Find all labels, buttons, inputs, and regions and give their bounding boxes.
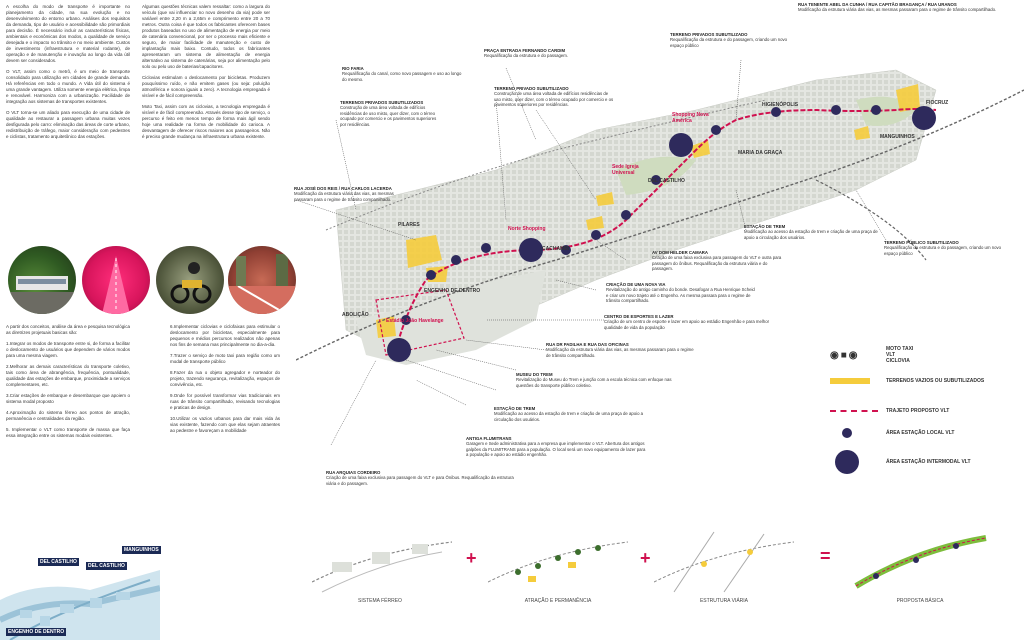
legend-label-ciclovia: CICLOVIA <box>886 358 910 364</box>
intro-paragraph-3: O VLT torna-se um aliado para execução d… <box>6 110 130 139</box>
legend-swatch-terrenos <box>830 378 870 384</box>
step-label-atracao: ATRAÇÃO E PERMANÊNCIA <box>524 598 592 604</box>
legend-label-local: ÁREA ESTAÇÃO LOCAL VLT <box>886 430 955 436</box>
step-label-estrutura-viaria: ESTRUTURA VIÁRIA <box>699 598 749 604</box>
intro-paragraph-2: O VLT, assim como o metrô, é um meio de … <box>6 69 130 104</box>
guideline-item: 10.Utilizar os vazios urbanos para dar m… <box>170 416 280 433</box>
map-label-igreja-universal: Sede Igreja Universal <box>612 164 639 176</box>
photo-moto-taxi <box>156 246 224 314</box>
map-label-cachambi: CACHAMBI <box>542 246 570 252</box>
legend-swatch-local <box>842 428 852 438</box>
step-map-atracao <box>487 522 629 596</box>
guideline-item: 4.Aproximação do sistema férreo aos pont… <box>6 410 130 421</box>
map-label-manguinhos: MANGUINHOS <box>880 134 915 140</box>
annotation-rua-jose-dos-reis: Rua José dos Reis / Rua Carlos Lacerda Mo… <box>294 186 394 202</box>
map-label-abolicao: ABOLIÇÃO <box>342 312 369 318</box>
photo-vlt-street <box>8 246 76 314</box>
moto-icon: ◉■◉ <box>830 349 860 361</box>
legend-label-vlt: VLT <box>886 352 896 358</box>
step-label-sistema-ferreo: SISTEMA FÉRREO <box>358 598 402 604</box>
annotation-estacao-trem-2: Estação de trem Modificação ao acesso da … <box>494 406 644 422</box>
map-label-higienopolis: HIGIENÓPOLIS <box>762 102 799 108</box>
legend-label-trajeto: TRAJETO PROPOSTO VLT <box>886 408 950 414</box>
guidelines-intro: A partir dos conceitos, análise da área … <box>6 324 130 335</box>
legend-swatch-trajeto <box>830 410 878 412</box>
annotation-rua-dr-padilha: Rua Dr Padilha e Rua Das Oficinas Modific… <box>546 342 694 358</box>
map-label-pilares: PILARES <box>398 222 420 228</box>
step-label-proposta-basica: PROPOSTA BÁSICA <box>896 598 944 604</box>
annotation-terrenos-privados: Terrenos privados subutilizados Construçã… <box>340 100 437 127</box>
intro-paragraph-1: A escolha do modo de transporte é import… <box>6 4 130 63</box>
legend-area-intermodal: ÁREA ESTAÇÃO INTERMODAL VLT <box>830 450 971 474</box>
bottom-left-aerial-map <box>0 540 160 640</box>
guideline-item: 8.Fazer da rua o objeto agregador e nort… <box>170 370 280 387</box>
annotation-rio-faria: Rio Faria Requalificação do canal, como n… <box>342 66 462 82</box>
annotation-rua-tenente: Rua Tenente Abel da Cunha / Rua Capitão … <box>798 2 997 13</box>
legend-trajeto: TRAJETO PROPOSTO VLT <box>830 408 949 414</box>
map-label-shopping-nova-america: Shopping Nova América <box>672 112 709 124</box>
annotation-terreno-privado-1: Terreno privados subutilizado Requalifica… <box>670 32 788 48</box>
legend: ◉■◉ MOTO TAXI VLT CICLOVIA TERRENOS VAZI… <box>830 346 1020 476</box>
plus-operator: + <box>640 548 651 568</box>
annotation-rua-arquias: Rua Arquias Cordeiro Criação de uma faixa… <box>326 470 514 486</box>
annotation-terreno-privado-2: Terreno privado subutilizado Construção d… <box>494 86 614 108</box>
legend-terrenos: TERRENOS VAZIOS OU SUBUTILIZADOS <box>830 378 996 384</box>
map-label-maria-da-graca: MARIA DA GRAÇA <box>738 150 783 156</box>
guideline-item: 7.Trazer o serviço de moto taxi para reg… <box>170 353 280 364</box>
guideline-item: 2.Melhorar as demais características do … <box>6 364 130 387</box>
annotation-praca-fernando-cardim: Praça Entrada Fernando Cardim Requalifica… <box>484 48 569 59</box>
map-label-del-castilho: DEL CASTILHO <box>648 178 685 184</box>
step-map-estrutura-viaria <box>653 522 795 596</box>
guidelines-left: A partir dos conceitos, análise da área … <box>6 324 130 444</box>
map-label-norte-shopping: Norte Shopping <box>508 226 546 232</box>
technical-paragraph-1: Algumas questões técnicas valem ressalta… <box>142 4 270 69</box>
bottom-map-label-del-castilho: DEL CASTILHO <box>86 562 127 570</box>
equals-operator: = <box>820 546 831 566</box>
step-map-sistema-ferreo <box>311 522 453 596</box>
legend-moto-vlt-bike: ◉■◉ MOTO TAXI VLT CICLOVIA <box>830 346 913 364</box>
guideline-item: 5. Implementar o VLT como transporte de … <box>6 427 130 438</box>
bottom-map-label-del-castilho: DEL CASTILHO <box>38 558 79 566</box>
photo-shared-street <box>228 246 296 314</box>
intro-text-column: A escolha do modo de transporte é import… <box>6 4 130 145</box>
annotation-nova-via: Criação de uma nova via Revitalização do … <box>606 282 755 304</box>
map-label-fiocruz: FIOCRUZ <box>926 100 949 106</box>
legend-swatch-intermodal <box>835 450 859 474</box>
technical-paragraph-2: Ciclovias estimulam o deslocamento por b… <box>142 75 270 98</box>
bottom-map-label-manguinhos: MANGUINHOS <box>122 546 161 554</box>
annotation-terreno-publico: Terreno público subutilizado Requalificaç… <box>884 240 1002 256</box>
plus-operator: + <box>466 548 477 568</box>
legend-label-terrenos: TERRENOS VAZIOS OU SUBUTILIZADOS <box>886 378 985 384</box>
photo-bike-lane <box>82 246 150 314</box>
bottom-map-label-engenho: ENGENHO DE DENTRO <box>6 628 67 636</box>
main-map <box>295 20 1024 460</box>
map-label-engenho-de-dentro: ENGENHO DE DENTRO <box>424 288 481 294</box>
annotation-estacao-trem-1: Estação de trem Modificação ao acesso da … <box>744 224 878 240</box>
guidelines-right: 6.Implementar ciclovias e ciclofaixas pa… <box>170 324 280 439</box>
map-label-estadio: Estádio João Havelange <box>386 318 444 324</box>
guideline-item: 1.Integrar os modos de transporte entre … <box>6 341 130 358</box>
step-map-proposta-basica <box>846 520 996 596</box>
guideline-item: 9.Onde for possível transformar vias tra… <box>170 393 280 410</box>
technical-paragraph-3: Moto Taxi, assim com as ciclovias, a tec… <box>142 104 270 139</box>
guideline-item: 6.Implementar ciclovias e ciclofaixas pa… <box>170 324 280 347</box>
legend-label-intermodal: ÁREA ESTAÇÃO INTERMODAL VLT <box>886 459 971 465</box>
annotation-centro-esportes: Centro de esportes e lazer Criação de um … <box>604 314 770 330</box>
legend-label-moto: MOTO TAXI <box>886 346 914 352</box>
annotation-av-dom-helder: Av Dom Helder Camara Criação de uma faixa… <box>652 250 782 272</box>
legend-area-local: ÁREA ESTAÇÃO LOCAL VLT <box>830 428 954 438</box>
annotation-antiga-flumitrans: Antiga Flumitrans Garagem e Sede administ… <box>466 436 646 458</box>
annotation-museu-trem: Museu do Trem Revitalização do Museu do T… <box>516 372 672 388</box>
guideline-item: 3.Criar estações de embarque e desembarq… <box>6 393 130 404</box>
technical-text-column: Algumas questões técnicas valem ressalta… <box>142 4 270 145</box>
